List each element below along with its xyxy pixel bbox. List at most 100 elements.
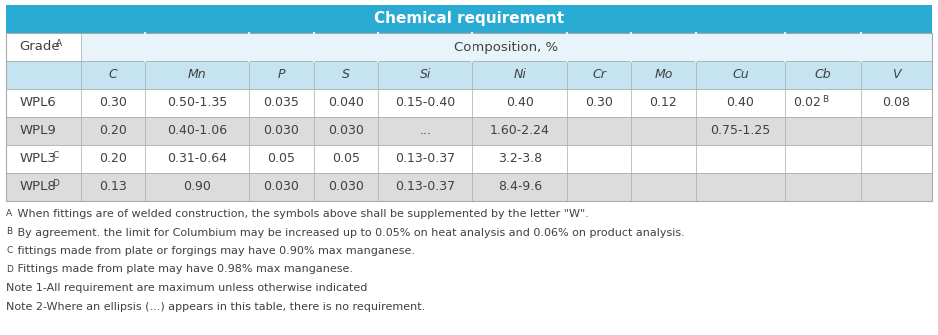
Text: Grade: Grade (20, 41, 60, 54)
Text: WPL3: WPL3 (19, 152, 56, 165)
Text: 0.12: 0.12 (650, 96, 677, 110)
Text: 1.60-2.24: 1.60-2.24 (490, 125, 550, 137)
Text: 0.030: 0.030 (327, 125, 364, 137)
Bar (250, 145, 313, 173)
Text: 0.20: 0.20 (99, 152, 127, 165)
Bar (81, 61, 145, 89)
Bar (861, 117, 932, 145)
Bar (631, 61, 696, 89)
Bar (378, 117, 473, 145)
Bar (81, 173, 145, 201)
Text: Fittings made from plate may have 0.98% max manganese.: Fittings made from plate may have 0.98% … (14, 265, 353, 274)
Bar (696, 145, 785, 173)
Bar (473, 89, 567, 117)
Text: 0.90: 0.90 (183, 181, 211, 194)
Bar (567, 173, 631, 201)
Text: C: C (6, 246, 12, 255)
Text: 0.13: 0.13 (99, 181, 127, 194)
Text: Chemical requirement: Chemical requirement (374, 11, 564, 26)
Bar (785, 145, 861, 173)
Bar (696, 61, 785, 89)
Text: Cr: Cr (592, 68, 606, 81)
Bar (145, 61, 250, 89)
Text: V: V (892, 68, 900, 81)
Bar (378, 61, 473, 89)
Bar (6, 61, 81, 89)
Text: D: D (53, 179, 59, 188)
Text: 0.040: 0.040 (327, 96, 364, 110)
Text: 0.030: 0.030 (264, 125, 299, 137)
Text: fittings made from plate or forgings may have 0.90% max manganese.: fittings made from plate or forgings may… (14, 246, 415, 256)
Text: 0.035: 0.035 (264, 96, 299, 110)
Bar (473, 61, 567, 89)
Bar (6, 145, 81, 173)
Text: 0.15-0.40: 0.15-0.40 (395, 96, 455, 110)
Text: 8.4-9.6: 8.4-9.6 (498, 181, 542, 194)
Text: 3.2-3.8: 3.2-3.8 (498, 152, 542, 165)
Text: A: A (55, 39, 62, 48)
Bar (313, 61, 378, 89)
Bar (6, 117, 81, 145)
Text: B: B (823, 94, 828, 104)
Text: S: S (341, 68, 350, 81)
Text: 0.40: 0.40 (506, 96, 534, 110)
Bar (6, 33, 81, 89)
Bar (631, 89, 696, 117)
Text: Ni: Ni (513, 68, 526, 81)
Bar (81, 145, 145, 173)
Text: Mn: Mn (188, 68, 206, 81)
Bar (696, 173, 785, 201)
Text: By agreement. the limit for Columbium may be increased up to 0.05% on heat analy: By agreement. the limit for Columbium ma… (14, 227, 685, 238)
Text: 0.75-1.25: 0.75-1.25 (710, 125, 771, 137)
Bar (567, 117, 631, 145)
Bar (313, 145, 378, 173)
Bar (567, 89, 631, 117)
Bar (6, 5, 932, 33)
Bar (861, 145, 932, 173)
Text: 0.030: 0.030 (264, 181, 299, 194)
Bar (861, 61, 932, 89)
Text: D: D (6, 265, 13, 273)
Bar (250, 89, 313, 117)
Text: C: C (109, 68, 117, 81)
Bar (631, 117, 696, 145)
Bar (6, 173, 81, 201)
Bar (785, 173, 861, 201)
Text: Mo: Mo (655, 68, 673, 81)
Text: P: P (278, 68, 285, 81)
Bar (567, 61, 631, 89)
Bar (6, 89, 81, 117)
Bar (861, 173, 932, 201)
Bar (473, 145, 567, 173)
Bar (696, 117, 785, 145)
Text: ...: ... (419, 125, 431, 137)
Text: C: C (53, 150, 59, 159)
Bar (696, 89, 785, 117)
Bar (81, 89, 145, 117)
Text: Si: Si (419, 68, 431, 81)
Bar (145, 173, 250, 201)
Text: B: B (6, 227, 12, 237)
Bar (785, 117, 861, 145)
Text: 0.02: 0.02 (794, 96, 822, 110)
Text: 0.40-1.06: 0.40-1.06 (167, 125, 227, 137)
Bar (861, 89, 932, 117)
Text: 0.50-1.35: 0.50-1.35 (167, 96, 227, 110)
Bar (785, 89, 861, 117)
Bar (81, 33, 932, 61)
Text: Note 2-Where an ellipsis (...) appears in this table, there is no requirement.: Note 2-Where an ellipsis (...) appears i… (6, 302, 425, 312)
Text: WPL9: WPL9 (19, 125, 56, 137)
Text: When fittings are of welded construction, the symbols above shall be supplemente: When fittings are of welded construction… (14, 209, 589, 219)
Text: 0.40: 0.40 (727, 96, 754, 110)
Text: 0.20: 0.20 (99, 125, 127, 137)
Bar (473, 117, 567, 145)
Text: 0.05: 0.05 (267, 152, 295, 165)
Bar (145, 89, 250, 117)
Text: Cb: Cb (815, 68, 832, 81)
Bar (473, 173, 567, 201)
Bar (313, 89, 378, 117)
Text: Note 1-All requirement are maximum unless otherwise indicated: Note 1-All requirement are maximum unles… (6, 283, 368, 293)
Bar (250, 117, 313, 145)
Bar (567, 145, 631, 173)
Bar (250, 173, 313, 201)
